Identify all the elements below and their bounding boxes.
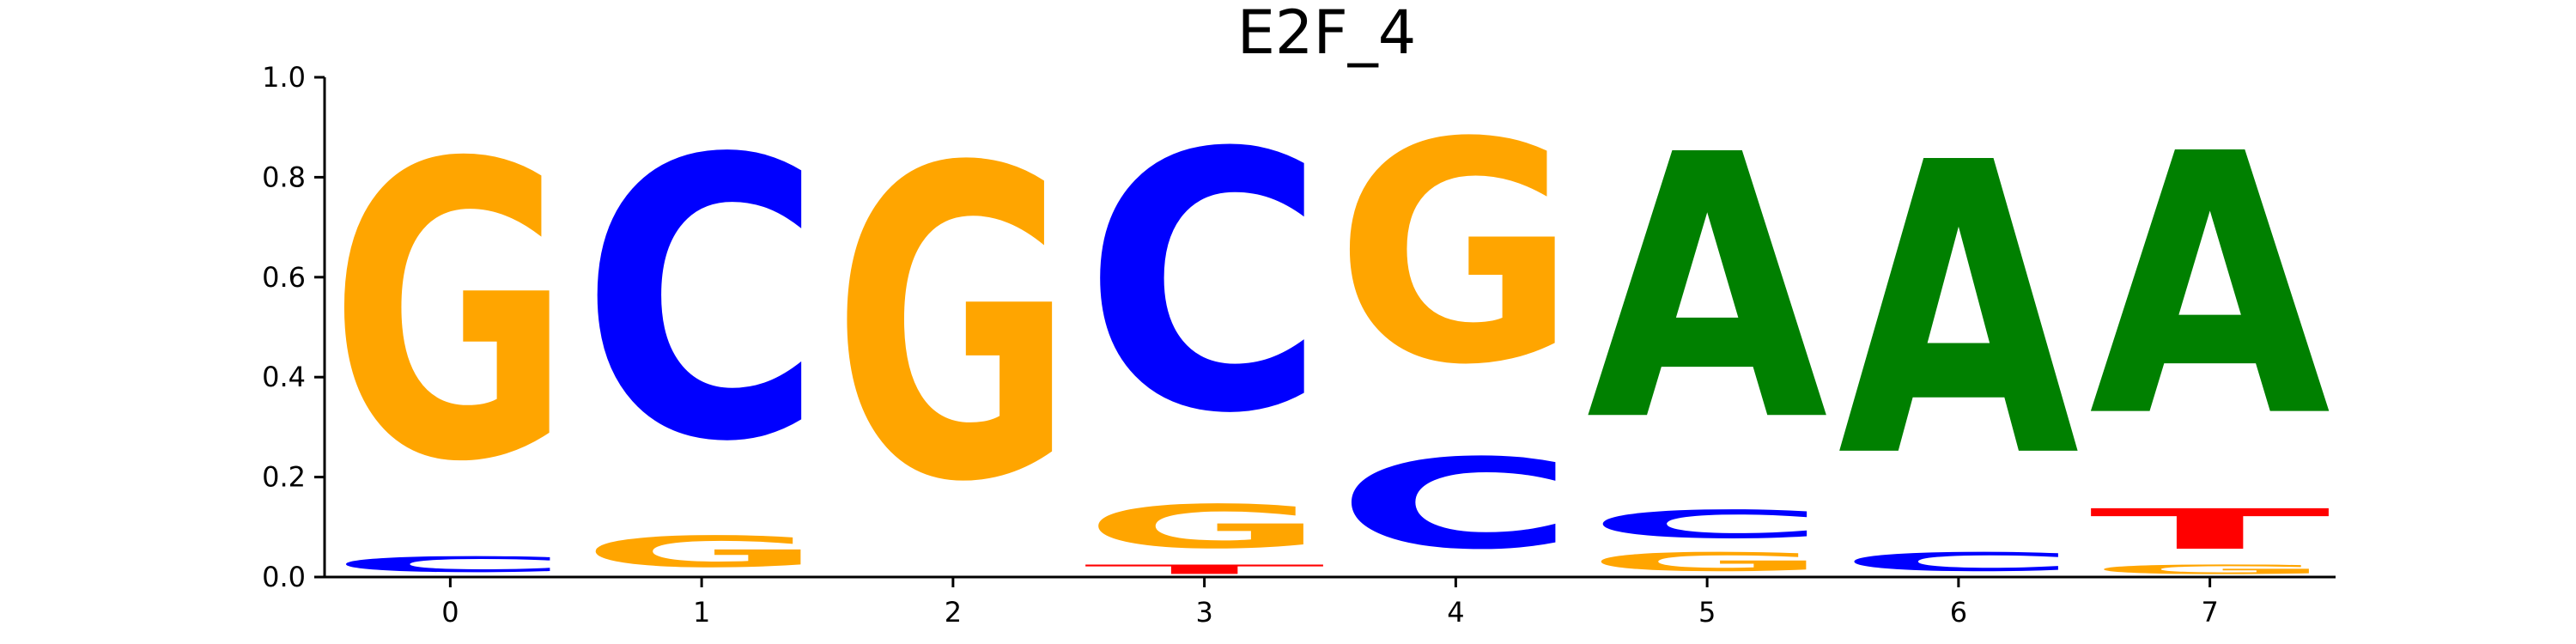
x-tick-label: 4 <box>1447 596 1464 629</box>
logo-letter-G-pos4: G <box>1335 78 1577 431</box>
x-tick-label: 6 <box>1950 596 1967 629</box>
y-axis: 0.0 0.2 0.4 0.6 0.8 1.0 <box>262 61 326 593</box>
y-tick-label: 0.6 <box>262 261 306 294</box>
logo-letter-G-pos7: G <box>2089 562 2330 577</box>
logo-letter-C-pos4: C <box>1335 433 1577 577</box>
logo-letter-G-pos5: G <box>1587 547 1828 577</box>
logo-letter-C-pos6: C <box>1838 547 2079 577</box>
x-tick-label: 7 <box>2201 596 2218 629</box>
logo-letter-A-pos6: A <box>1838 77 2081 545</box>
x-tick-label: 3 <box>1195 596 1212 629</box>
y-tick-label: 0.4 <box>262 361 306 393</box>
x-tick-label: 1 <box>693 596 710 629</box>
logo-letter-A-pos7: A <box>2089 79 2333 496</box>
logo-letter-T-pos7: T <box>2089 497 2332 562</box>
logo-letter-G-pos0: G <box>330 79 571 551</box>
logo-letter-C-pos3: C <box>1084 77 1325 490</box>
logo-letter-G-pos3: G <box>1084 493 1325 562</box>
x-tick-label: 2 <box>945 596 962 629</box>
logo-letter-G-pos2: G <box>832 78 1073 575</box>
x-tick-label: 0 <box>441 596 459 629</box>
x-tick-label: 5 <box>1698 596 1716 629</box>
logo-letter-G-pos1: G <box>581 527 823 577</box>
logo-letter-T-pos3: T <box>1084 562 1327 577</box>
y-tick-label: 1.0 <box>262 61 306 94</box>
chart-title: E2F_4 <box>1237 0 1417 68</box>
y-tick-label: 0.2 <box>262 461 306 494</box>
y-tick-label: 0.0 <box>262 561 306 593</box>
y-tick-label: 0.8 <box>262 161 306 193</box>
logo-letter-C-pos5: C <box>1587 502 1828 547</box>
logo-letter-C-pos0: C <box>330 552 571 577</box>
logo-letter-C-pos1: C <box>581 79 823 526</box>
logo-letter-A-pos5: A <box>1587 78 1831 501</box>
x-axis: 0 1 2 3 4 5 6 7 <box>325 575 2336 629</box>
